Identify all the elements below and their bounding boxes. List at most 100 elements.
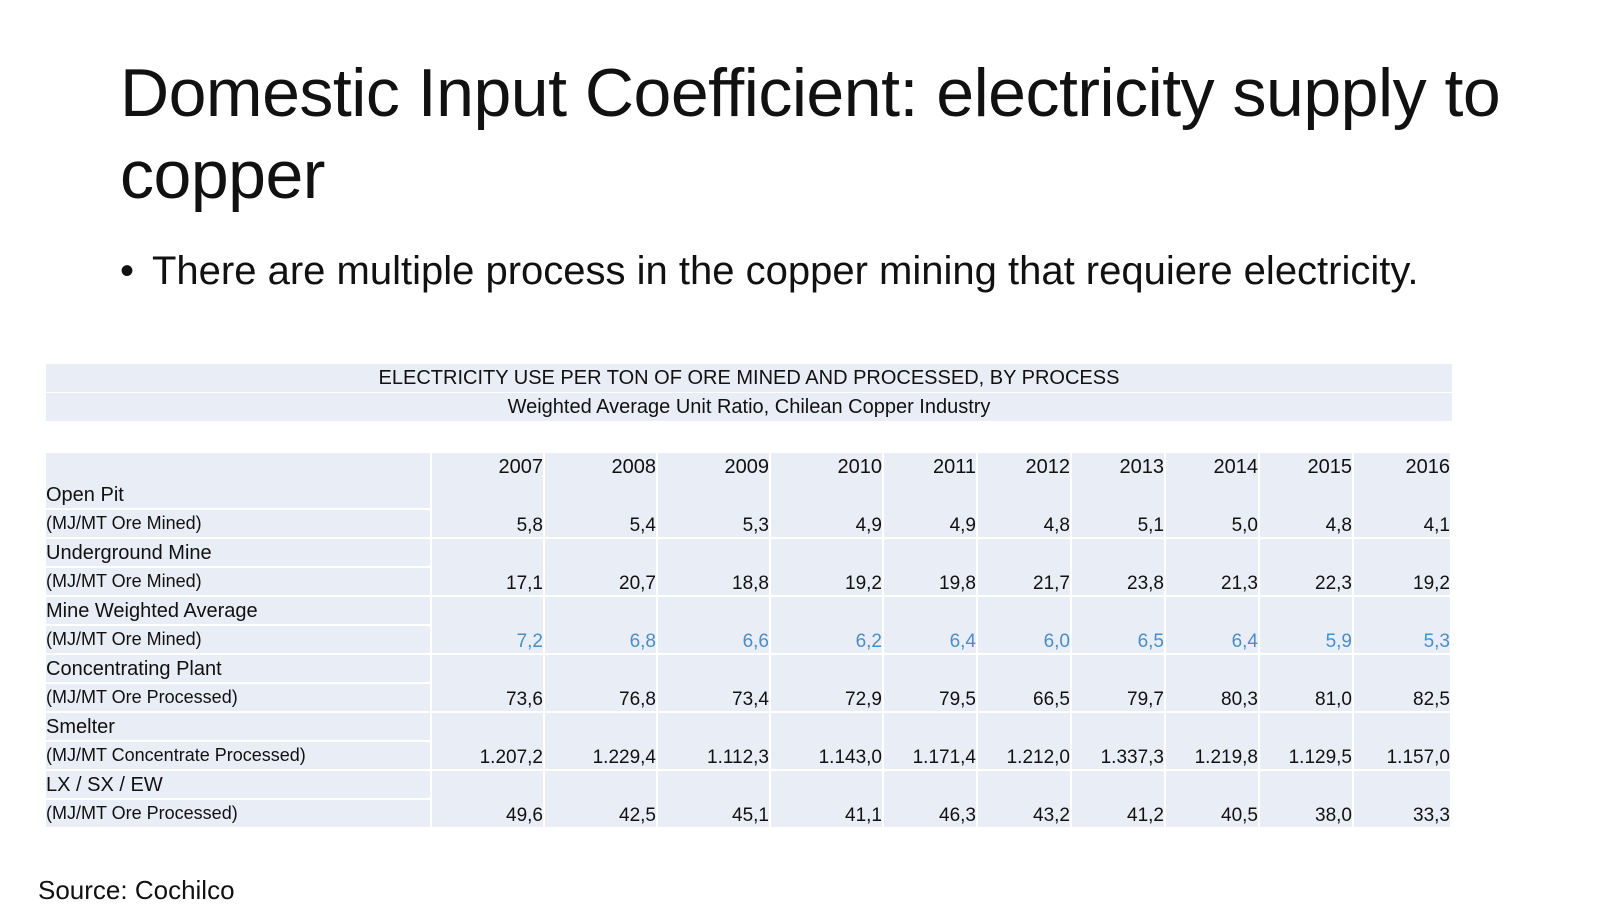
process-name: LX / SX / EW [46, 771, 430, 800]
value-cell: 1.212,0 [978, 713, 1072, 771]
value-cell: 4,8 [978, 481, 1072, 539]
value-cell: 7,2 [432, 597, 545, 655]
table-header-row: 2007 2008 2009 2010 2011 2012 2013 2014 2015 2016 [46, 453, 1452, 481]
table-row: Underground Mine (MJ/MT Ore Mined) 17,1 20,… [46, 539, 1452, 597]
value-cell: 4,9 [884, 481, 978, 539]
process-name: Mine Weighted Average [46, 597, 430, 626]
year-header: 2008 [545, 453, 658, 481]
row-label-cell: Mine Weighted Average (MJ/MT Ore Mined) [46, 597, 432, 655]
process-name: Smelter [46, 713, 430, 742]
value-cell: 19,8 [884, 539, 978, 597]
value-cell: 1.337,3 [1072, 713, 1166, 771]
row-label-cell: Underground Mine (MJ/MT Ore Mined) [46, 539, 432, 597]
value-cell: 5,3 [658, 481, 771, 539]
value-cell: 5,4 [545, 481, 658, 539]
value-cell: 81,0 [1260, 655, 1354, 713]
value-cell: 1.207,2 [432, 713, 545, 771]
value-cell: 6,8 [545, 597, 658, 655]
value-cell: 22,3 [1260, 539, 1354, 597]
process-unit: (MJ/MT Ore Mined) [46, 571, 202, 591]
value-cell: 5,3 [1354, 597, 1452, 655]
value-cell: 18,8 [658, 539, 771, 597]
slide-title: Domestic Input Coefficient: electricity … [120, 55, 1501, 213]
source-note: Source: Cochilco [38, 875, 235, 905]
value-cell: 21,7 [978, 539, 1072, 597]
value-cell: 73,4 [658, 655, 771, 713]
table-row: Open Pit (MJ/MT Ore Mined) 5,8 5,4 5,3 4,9 4,9… [46, 481, 1452, 539]
value-cell: 1.229,4 [545, 713, 658, 771]
year-header: 2007 [432, 453, 545, 481]
value-cell: 1.157,0 [1354, 713, 1452, 771]
value-cell: 1.219,8 [1166, 713, 1260, 771]
row-label-cell: Open Pit (MJ/MT Ore Mined) [46, 481, 432, 539]
value-cell: 42,5 [545, 771, 658, 829]
bullet-icon: • [120, 249, 135, 293]
table-row: LX / SX / EW (MJ/MT Ore Processed) 49,6 42,… [46, 771, 1452, 829]
row-label-cell: LX / SX / EW (MJ/MT Ore Processed) [46, 771, 432, 829]
value-cell: 33,3 [1354, 771, 1452, 829]
value-cell: 19,2 [771, 539, 884, 597]
value-cell: 4,9 [771, 481, 884, 539]
value-cell: 38,0 [1260, 771, 1354, 829]
value-cell: 1.129,5 [1260, 713, 1354, 771]
value-cell: 23,8 [1072, 539, 1166, 597]
value-cell: 6,0 [978, 597, 1072, 655]
bullet-point: • There are multiple process in the copp… [120, 246, 1420, 297]
value-cell: 40,5 [1166, 771, 1260, 829]
value-cell: 1.143,0 [771, 713, 884, 771]
value-cell: 79,5 [884, 655, 978, 713]
process-unit: (MJ/MT Ore Processed) [46, 803, 238, 823]
bullet-text: There are multiple process in the copper… [152, 249, 1419, 293]
process-unit: (MJ/MT Concentrate Processed) [46, 745, 306, 765]
header-empty-cell [46, 453, 432, 481]
value-cell: 6,2 [771, 597, 884, 655]
table-row: Smelter (MJ/MT Concentrate Processed) 1.20… [46, 713, 1452, 771]
year-header: 2013 [1072, 453, 1166, 481]
process-name: Underground Mine [46, 539, 430, 568]
year-header: 2010 [771, 453, 884, 481]
year-header: 2009 [658, 453, 771, 481]
year-header: 2012 [978, 453, 1072, 481]
electricity-use-table: 2007 2008 2009 2010 2011 2012 2013 2014 2015 2016… [46, 453, 1452, 829]
process-unit: (MJ/MT Ore Mined) [46, 513, 202, 533]
value-cell: 1.112,3 [658, 713, 771, 771]
value-cell: 4,1 [1354, 481, 1452, 539]
value-cell: 20,7 [545, 539, 658, 597]
value-cell: 82,5 [1354, 655, 1452, 713]
table-row: Mine Weighted Average (MJ/MT Ore Mined) 7,… [46, 597, 1452, 655]
value-cell: 76,8 [545, 655, 658, 713]
value-cell: 79,7 [1072, 655, 1166, 713]
value-cell: 19,2 [1354, 539, 1452, 597]
table-body: Open Pit (MJ/MT Ore Mined) 5,8 5,4 5,3 4,9 4,9… [46, 481, 1452, 829]
year-header: 2015 [1260, 453, 1354, 481]
row-label-cell: Smelter (MJ/MT Concentrate Processed) [46, 713, 432, 771]
value-cell: 72,9 [771, 655, 884, 713]
value-cell: 5,8 [432, 481, 545, 539]
process-name: Concentrating Plant [46, 655, 430, 684]
table-caption-subtitle: Weighted Average Unit Ratio, Chilean Cop… [46, 393, 1452, 421]
value-cell: 17,1 [432, 539, 545, 597]
year-header: 2016 [1354, 453, 1452, 481]
value-cell: 4,8 [1260, 481, 1354, 539]
year-header: 2011 [884, 453, 978, 481]
value-cell: 43,2 [978, 771, 1072, 829]
process-unit: (MJ/MT Ore Mined) [46, 629, 202, 649]
value-cell: 46,3 [884, 771, 978, 829]
value-cell: 6,4 [1166, 597, 1260, 655]
value-cell: 6,5 [1072, 597, 1166, 655]
value-cell: 49,6 [432, 771, 545, 829]
value-cell: 80,3 [1166, 655, 1260, 713]
value-cell: 1.171,4 [884, 713, 978, 771]
process-unit: (MJ/MT Ore Processed) [46, 687, 238, 707]
value-cell: 5,1 [1072, 481, 1166, 539]
value-cell: 21,3 [1166, 539, 1260, 597]
value-cell: 6,6 [658, 597, 771, 655]
year-header: 2014 [1166, 453, 1260, 481]
value-cell: 41,1 [771, 771, 884, 829]
value-cell: 45,1 [658, 771, 771, 829]
value-cell: 66,5 [978, 655, 1072, 713]
table-row: Concentrating Plant (MJ/MT Ore Processed)… [46, 655, 1452, 713]
value-cell: 5,0 [1166, 481, 1260, 539]
process-name: Open Pit [46, 481, 430, 510]
row-label-cell: Concentrating Plant (MJ/MT Ore Processed) [46, 655, 432, 713]
